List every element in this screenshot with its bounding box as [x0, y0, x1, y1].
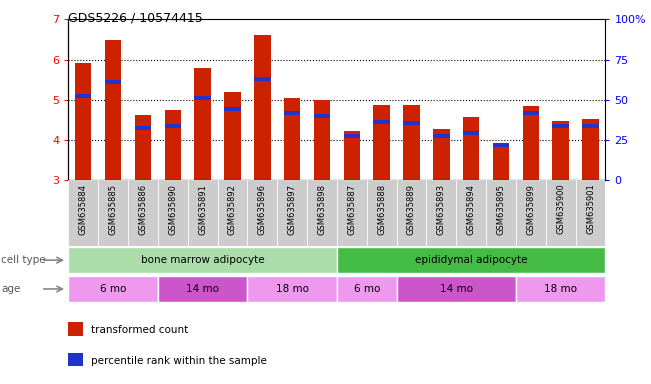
Bar — [105, 80, 121, 84]
Bar — [247, 180, 277, 246]
Bar — [224, 107, 241, 111]
Bar — [433, 129, 450, 180]
Bar — [463, 117, 479, 180]
Bar — [247, 276, 337, 302]
Bar — [396, 180, 426, 246]
Bar — [224, 92, 241, 180]
Text: GSM635888: GSM635888 — [377, 184, 386, 235]
Bar — [68, 276, 158, 302]
Bar — [486, 180, 516, 246]
Bar — [284, 111, 300, 115]
Bar — [374, 105, 390, 180]
Bar — [367, 180, 396, 246]
Bar — [68, 180, 98, 246]
Bar — [582, 124, 599, 128]
Text: 6 mo: 6 mo — [100, 284, 126, 294]
Bar — [165, 110, 181, 180]
Text: age: age — [1, 284, 21, 294]
Bar — [523, 111, 539, 115]
Text: GSM635884: GSM635884 — [79, 184, 88, 235]
Text: GSM635895: GSM635895 — [497, 184, 505, 235]
Text: bone marrow adipocyte: bone marrow adipocyte — [141, 255, 264, 265]
Text: 18 mo: 18 mo — [275, 284, 309, 294]
Bar — [546, 180, 575, 246]
Bar — [158, 276, 247, 302]
Bar — [433, 134, 450, 138]
Bar — [68, 353, 83, 366]
Bar — [277, 180, 307, 246]
Bar — [337, 180, 367, 246]
Bar — [68, 247, 337, 273]
Bar — [575, 180, 605, 246]
Text: GSM635898: GSM635898 — [318, 184, 326, 235]
Text: GSM635886: GSM635886 — [139, 184, 147, 235]
Bar — [135, 126, 151, 130]
Bar — [105, 40, 121, 180]
Text: percentile rank within the sample: percentile rank within the sample — [91, 356, 267, 366]
Text: GSM635890: GSM635890 — [169, 184, 177, 235]
Bar — [463, 131, 479, 135]
Bar — [516, 180, 546, 246]
Text: GSM635892: GSM635892 — [228, 184, 237, 235]
Bar — [374, 120, 390, 124]
Bar — [128, 180, 158, 246]
Bar — [158, 180, 187, 246]
Bar — [187, 180, 217, 246]
Text: GSM635896: GSM635896 — [258, 184, 267, 235]
Bar — [426, 180, 456, 246]
Bar — [314, 100, 330, 180]
Bar — [254, 35, 271, 180]
Text: GSM635901: GSM635901 — [586, 184, 595, 235]
Bar — [337, 276, 396, 302]
Text: 14 mo: 14 mo — [186, 284, 219, 294]
Bar — [553, 121, 569, 180]
Bar — [75, 94, 92, 98]
Text: GSM635897: GSM635897 — [288, 184, 297, 235]
Bar — [582, 119, 599, 180]
Text: GDS5226 / 10574415: GDS5226 / 10574415 — [68, 12, 203, 25]
Bar — [217, 180, 247, 246]
Bar — [516, 276, 605, 302]
Text: transformed count: transformed count — [91, 325, 188, 335]
Text: GSM635900: GSM635900 — [556, 184, 565, 235]
Bar — [284, 98, 300, 180]
Text: GSM635887: GSM635887 — [348, 184, 356, 235]
Bar — [493, 143, 509, 147]
Text: 6 mo: 6 mo — [353, 284, 380, 294]
Bar — [195, 96, 211, 100]
Bar — [523, 106, 539, 180]
Bar — [195, 68, 211, 180]
Bar — [344, 134, 360, 138]
Bar — [403, 121, 420, 125]
Bar — [344, 131, 360, 180]
Text: GSM635899: GSM635899 — [527, 184, 535, 235]
Bar — [307, 180, 337, 246]
Bar — [337, 247, 605, 273]
Bar — [165, 124, 181, 128]
Bar — [98, 180, 128, 246]
Text: epididymal adipocyte: epididymal adipocyte — [415, 255, 527, 265]
Text: GSM635891: GSM635891 — [198, 184, 207, 235]
Bar — [75, 63, 92, 180]
Bar — [254, 77, 271, 81]
Text: 14 mo: 14 mo — [439, 284, 473, 294]
Text: GSM635889: GSM635889 — [407, 184, 416, 235]
Text: cell type: cell type — [1, 255, 46, 265]
Bar — [553, 124, 569, 128]
Text: GSM635894: GSM635894 — [467, 184, 476, 235]
Bar — [135, 115, 151, 180]
Text: GSM635893: GSM635893 — [437, 184, 446, 235]
Text: 18 mo: 18 mo — [544, 284, 577, 294]
Bar — [314, 114, 330, 118]
Bar — [68, 322, 83, 336]
Bar — [396, 276, 516, 302]
Bar — [456, 180, 486, 246]
Text: GSM635885: GSM635885 — [109, 184, 118, 235]
Bar — [403, 105, 420, 180]
Bar — [493, 147, 509, 180]
